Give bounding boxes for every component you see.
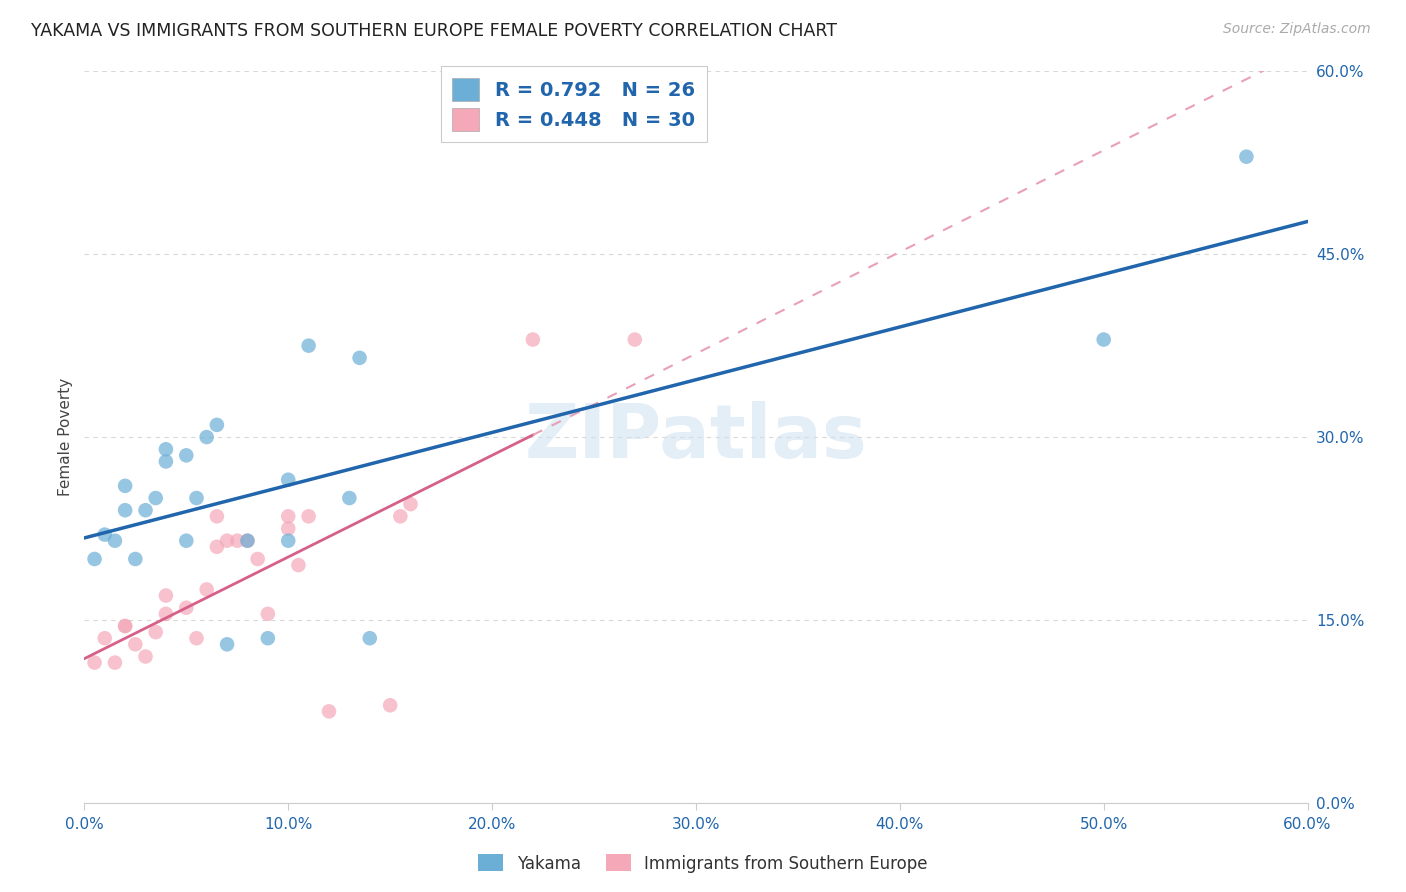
Point xyxy=(114,619,136,633)
Point xyxy=(155,442,177,457)
Point xyxy=(174,533,197,548)
Point xyxy=(93,527,115,541)
Legend: Yakama, Immigrants from Southern Europe: Yakama, Immigrants from Southern Europe xyxy=(472,847,934,880)
Point xyxy=(359,632,381,646)
Point xyxy=(236,533,259,548)
Point xyxy=(186,491,208,505)
Point xyxy=(380,698,402,713)
Point xyxy=(298,338,321,352)
Point xyxy=(339,491,361,505)
Point xyxy=(124,552,146,566)
Point xyxy=(205,540,228,554)
Point xyxy=(104,533,127,548)
Point xyxy=(287,558,309,573)
Point xyxy=(277,473,299,487)
Point xyxy=(155,589,177,603)
Point xyxy=(145,491,167,505)
Point xyxy=(399,497,422,511)
Point xyxy=(114,503,136,517)
Point xyxy=(389,509,412,524)
Point xyxy=(246,552,269,566)
Point xyxy=(298,509,321,524)
Text: Source: ZipAtlas.com: Source: ZipAtlas.com xyxy=(1223,22,1371,37)
Point xyxy=(624,333,647,347)
Point xyxy=(318,705,340,719)
Point xyxy=(277,509,299,524)
Point xyxy=(1236,150,1258,164)
Point xyxy=(195,582,218,597)
Point xyxy=(155,607,177,621)
Point xyxy=(114,479,136,493)
Point xyxy=(104,656,127,670)
Point xyxy=(205,417,228,432)
Y-axis label: Female Poverty: Female Poverty xyxy=(58,378,73,496)
Point xyxy=(257,632,280,646)
Point xyxy=(226,533,249,548)
Point xyxy=(93,632,115,646)
Point xyxy=(257,607,280,621)
Point xyxy=(83,552,105,566)
Point xyxy=(174,448,197,462)
Point xyxy=(186,632,208,646)
Point xyxy=(277,521,299,535)
Point xyxy=(135,503,157,517)
Point xyxy=(1092,333,1115,347)
Point xyxy=(205,509,228,524)
Point xyxy=(114,619,136,633)
Point xyxy=(124,637,146,651)
Point xyxy=(195,430,218,444)
Point xyxy=(217,533,239,548)
Point xyxy=(135,649,157,664)
Point xyxy=(83,656,105,670)
Point xyxy=(145,625,167,640)
Point xyxy=(217,637,239,651)
Text: ZIPatlas: ZIPatlas xyxy=(524,401,868,474)
Point xyxy=(174,600,197,615)
Legend: R = 0.792   N = 26, R = 0.448   N = 30: R = 0.792 N = 26, R = 0.448 N = 30 xyxy=(440,66,707,143)
Text: YAKAMA VS IMMIGRANTS FROM SOUTHERN EUROPE FEMALE POVERTY CORRELATION CHART: YAKAMA VS IMMIGRANTS FROM SOUTHERN EUROP… xyxy=(31,22,837,40)
Point xyxy=(522,333,544,347)
Point xyxy=(349,351,371,365)
Point xyxy=(236,533,259,548)
Point xyxy=(277,533,299,548)
Point xyxy=(155,454,177,468)
